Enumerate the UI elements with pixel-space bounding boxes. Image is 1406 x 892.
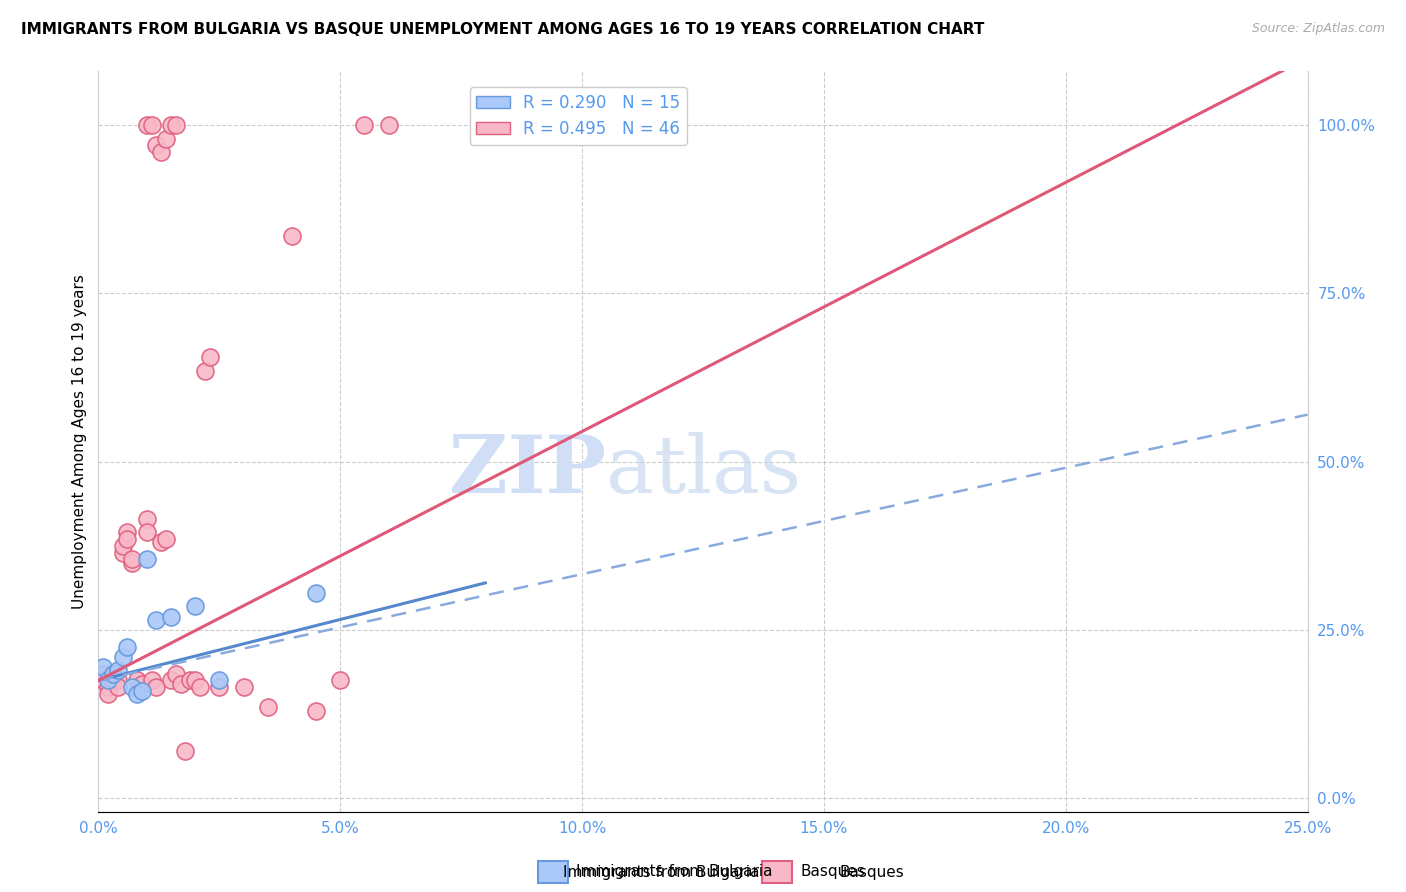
Point: [353, 118, 375, 132]
Point: [107, 680, 129, 694]
Point: [155, 131, 177, 145]
Point: [101, 666, 124, 681]
Point: [198, 351, 221, 365]
Point: [97, 680, 120, 694]
Point: [135, 512, 157, 526]
Point: [121, 552, 143, 566]
Point: [184, 599, 207, 614]
Point: [141, 673, 163, 688]
Point: [174, 744, 197, 758]
Point: [194, 364, 217, 378]
Point: [127, 673, 149, 688]
Point: [165, 118, 187, 132]
Point: [208, 673, 231, 688]
Point: [117, 525, 139, 540]
Point: [97, 687, 120, 701]
Point: [150, 535, 173, 549]
Text: atlas: atlas: [606, 432, 801, 510]
Point: [111, 546, 134, 560]
Point: [135, 118, 157, 132]
Point: [165, 666, 187, 681]
Point: [101, 666, 124, 681]
Point: [131, 683, 153, 698]
Point: [184, 673, 207, 688]
Text: Source: ZipAtlas.com: Source: ZipAtlas.com: [1251, 22, 1385, 36]
Point: [91, 660, 114, 674]
Point: [135, 525, 157, 540]
Point: [188, 680, 211, 694]
Point: [121, 556, 143, 570]
Point: [179, 673, 201, 688]
Point: [160, 609, 183, 624]
Point: [141, 118, 163, 132]
Text: Immigrants from Bulgaria: Immigrants from Bulgaria: [562, 865, 759, 880]
Point: [208, 680, 231, 694]
Y-axis label: Unemployment Among Ages 16 to 19 years: Unemployment Among Ages 16 to 19 years: [72, 274, 87, 609]
Point: [117, 532, 139, 546]
Bar: [762, 861, 792, 883]
Point: [131, 677, 153, 691]
Point: [160, 118, 183, 132]
Point: [256, 700, 278, 714]
Point: [377, 118, 399, 132]
Point: [145, 138, 167, 153]
Legend: R = 0.290   N = 15, R = 0.495   N = 46: R = 0.290 N = 15, R = 0.495 N = 46: [470, 87, 686, 145]
Point: [281, 229, 304, 244]
Point: [135, 552, 157, 566]
Point: [101, 673, 124, 688]
Point: [107, 673, 129, 688]
Point: [111, 649, 134, 664]
Text: IMMIGRANTS FROM BULGARIA VS BASQUE UNEMPLOYMENT AMONG AGES 16 TO 19 YEARS CORREL: IMMIGRANTS FROM BULGARIA VS BASQUE UNEMP…: [21, 22, 984, 37]
Point: [155, 532, 177, 546]
Point: [97, 673, 120, 688]
Point: [91, 673, 114, 688]
Point: [91, 666, 114, 681]
Point: [127, 687, 149, 701]
Point: [160, 673, 183, 688]
Point: [145, 680, 167, 694]
Point: [117, 640, 139, 654]
Point: [305, 586, 328, 600]
Text: Basques: Basques: [800, 864, 865, 880]
Text: Immigrants from Bulgaria: Immigrants from Bulgaria: [576, 864, 773, 880]
Text: ZIP: ZIP: [450, 432, 606, 510]
Point: [121, 680, 143, 694]
Point: [111, 539, 134, 553]
Bar: [538, 861, 568, 883]
Point: [329, 673, 352, 688]
Point: [150, 145, 173, 160]
Point: [107, 664, 129, 678]
Point: [232, 680, 254, 694]
Text: Basques: Basques: [839, 865, 904, 880]
Point: [169, 677, 191, 691]
Point: [145, 613, 167, 627]
Point: [305, 704, 328, 718]
